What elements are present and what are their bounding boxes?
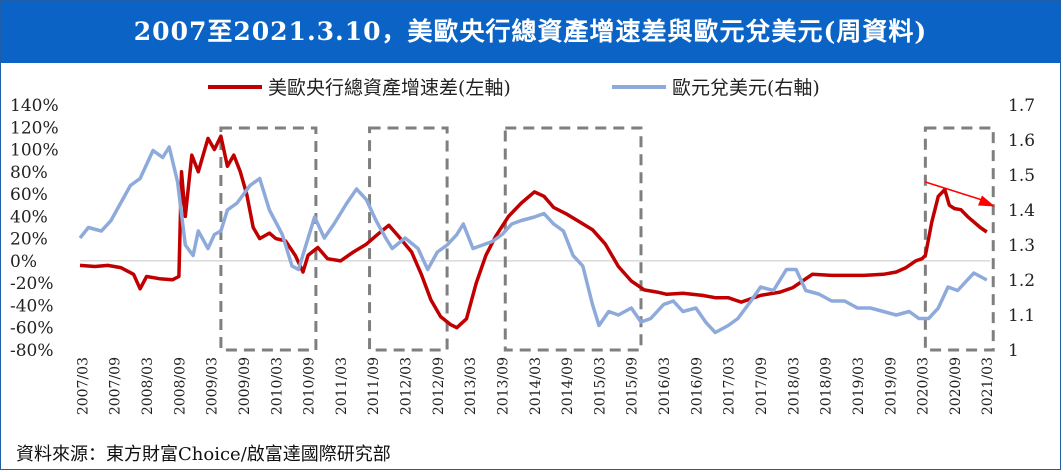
x-tick-label: 2008/03 <box>140 357 156 415</box>
x-tick-label: 2017/03 <box>722 357 738 415</box>
y-left-tick-label: -40% <box>10 296 54 316</box>
y-left-tick-label: 40% <box>10 207 48 227</box>
line-chart: 140%120% 100%80%60%40% 20%0%-20%-40% -60%-8… <box>10 77 1035 415</box>
y-right-tick-label: 1 <box>1008 341 1019 361</box>
y-right-tick-label: 1.1 <box>1008 306 1035 326</box>
y-right-tick-label: 1.4 <box>1008 201 1035 221</box>
source-note: 資料來源：東方財富Choice/啟富達國際研究部 <box>16 444 391 465</box>
legend-label-right: 歐元兌美元(右軸) <box>672 77 820 99</box>
series-line-balance-sheet-gap <box>79 134 988 330</box>
y-left-tick-label: 80% <box>10 163 48 183</box>
highlight-box <box>923 126 995 352</box>
y-right-tick-label: 1.2 <box>1008 271 1035 291</box>
x-tick-label: 2020/09 <box>948 357 964 415</box>
x-tick-label: 2007/09 <box>108 357 124 415</box>
x-tick-label: 2017/09 <box>754 357 770 415</box>
y-left-tick-label: -60% <box>10 319 54 339</box>
x-tick-label: 2009/09 <box>237 357 253 415</box>
x-tick-label: 2019/03 <box>851 357 867 415</box>
highlight-box <box>368 126 449 352</box>
legend-label-left: 美歐央行總資產增速差(左軸) <box>268 77 511 99</box>
x-tick-label: 2013/09 <box>495 357 511 415</box>
chart-title: 2007至2021.3.10，美歐央行總資產增速差與歐元兌美元(周資料) <box>1 1 1060 63</box>
y-right-tick-label: 1.3 <box>1008 236 1035 256</box>
series-line-eurusd <box>78 145 988 335</box>
highlight-box <box>219 126 318 352</box>
x-tick-label: 2020/03 <box>916 357 932 415</box>
x-tick-label: 2015/03 <box>592 357 608 415</box>
x-tick-label: 2021/03 <box>980 357 996 415</box>
x-tick-label: 2012/03 <box>399 357 415 415</box>
x-tick-label: 2011/09 <box>366 357 382 415</box>
x-tick-label: 2012/09 <box>431 357 447 415</box>
x-tick-label: 2010/09 <box>302 357 318 415</box>
x-tick-label: 2010/03 <box>269 357 285 415</box>
x-tick-label: 2013/03 <box>463 357 479 415</box>
x-tick-label: 2018/09 <box>819 357 835 415</box>
y-left-tick-label: 60% <box>10 185 48 205</box>
x-tick-label: 2014/09 <box>560 357 576 415</box>
x-tick-label: 2016/09 <box>689 357 705 415</box>
y-left-tick-label: 120% <box>10 118 59 138</box>
y-left-tick-label: 140% <box>10 96 59 116</box>
trend-arrow-head <box>978 195 995 207</box>
x-tick-label: 2019/09 <box>883 357 899 415</box>
x-tick-label: 2015/09 <box>625 357 641 415</box>
y-left-tick-label: 100% <box>10 141 59 161</box>
trend-arrow-line <box>925 181 988 203</box>
x-tick-label: 2009/03 <box>205 357 221 415</box>
x-tick-label: 2008/09 <box>172 357 188 415</box>
y-right-tick-label: 1.5 <box>1008 166 1035 186</box>
highlight-box <box>503 126 643 352</box>
y-left-tick-label: -80% <box>10 341 54 361</box>
x-tick-label: 2018/03 <box>786 357 802 415</box>
x-tick-label: 2011/03 <box>334 357 350 415</box>
x-tick-label: 2014/03 <box>528 357 544 415</box>
x-tick-label: 2016/03 <box>657 357 673 415</box>
y-left-tick-label: 20% <box>10 230 48 250</box>
x-tick-label: 2007/03 <box>75 357 91 415</box>
y-left-tick-label: 0% <box>10 252 37 272</box>
y-right-tick-label: 1.7 <box>1008 96 1035 116</box>
y-right-tick-label: 1.6 <box>1008 131 1035 151</box>
y-left-tick-label: -20% <box>10 274 54 294</box>
